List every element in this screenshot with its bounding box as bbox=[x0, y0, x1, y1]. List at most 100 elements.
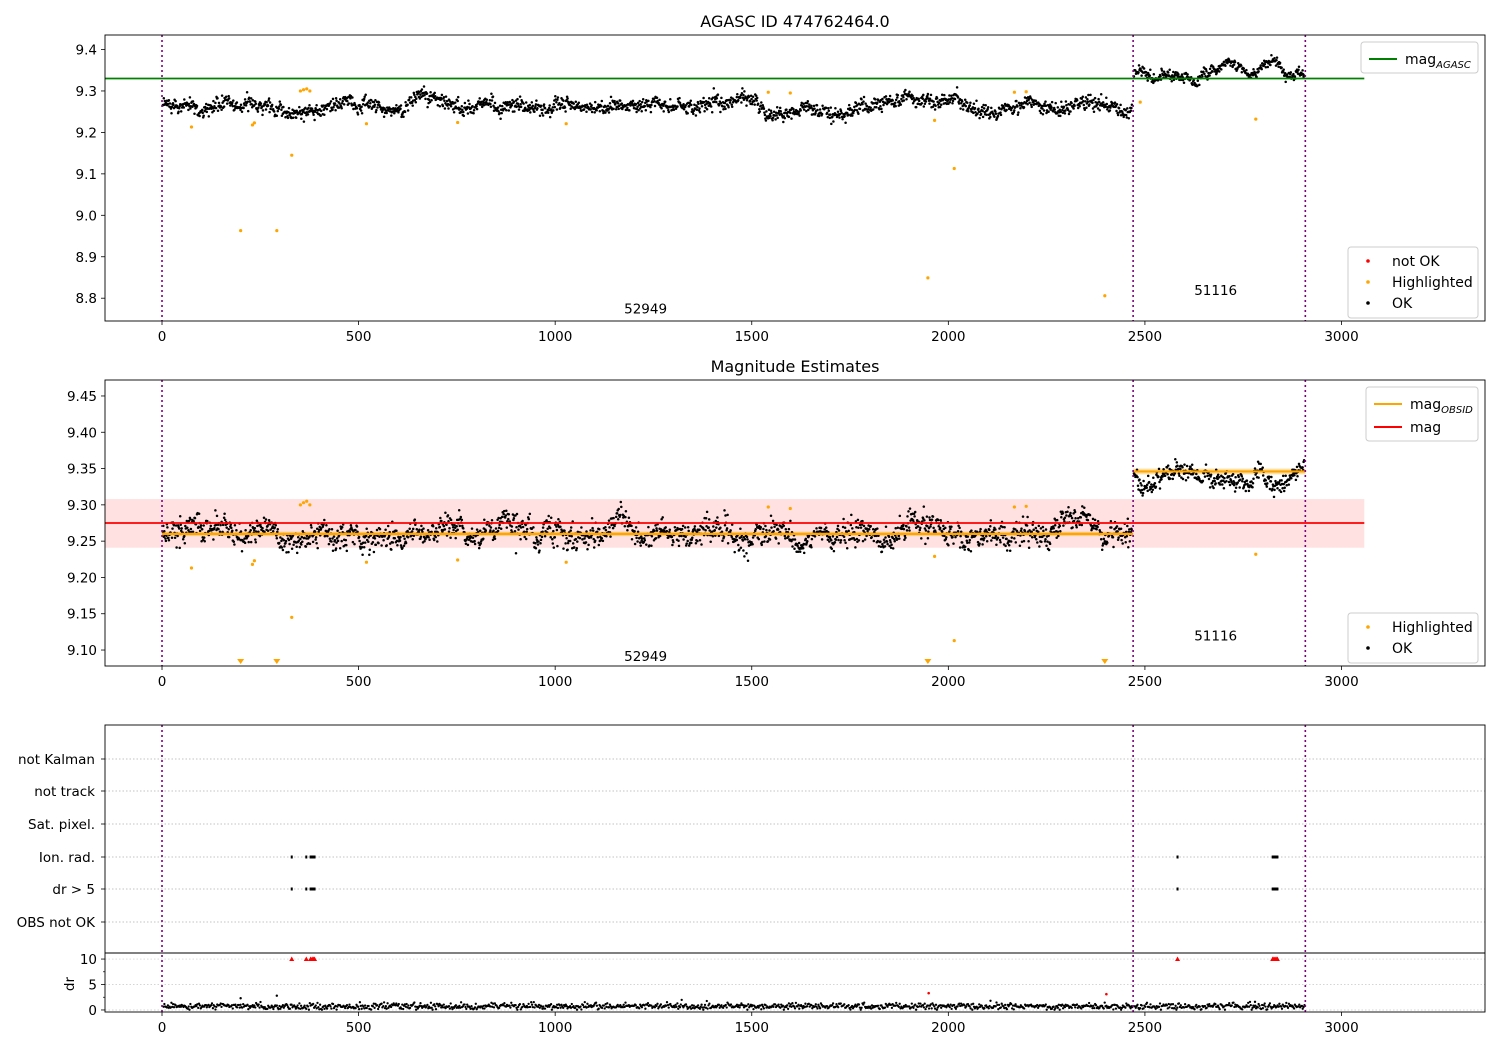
ok-point bbox=[264, 108, 268, 111]
ok-point bbox=[926, 536, 930, 540]
x-tick-label: 2000 bbox=[931, 674, 965, 690]
ok-point bbox=[456, 95, 460, 99]
flag-point bbox=[1275, 887, 1278, 891]
x-tick-label: 3000 bbox=[1324, 674, 1358, 690]
ok-point bbox=[1027, 540, 1030, 543]
ok-point bbox=[1026, 102, 1029, 106]
ok-point bbox=[937, 525, 940, 528]
dr-point bbox=[299, 1004, 303, 1007]
ok-point bbox=[193, 112, 196, 116]
ok-point bbox=[845, 111, 849, 115]
ok-point bbox=[1165, 466, 1169, 469]
ok-point bbox=[649, 110, 653, 114]
ok-point bbox=[267, 519, 271, 522]
ok-point bbox=[1202, 70, 1205, 74]
ok-point bbox=[888, 539, 892, 542]
ok-point bbox=[308, 535, 311, 538]
legend-label-subscript: OBSID bbox=[1441, 405, 1473, 416]
ok-point bbox=[606, 104, 610, 108]
ok-point bbox=[365, 538, 369, 542]
ok-point bbox=[591, 526, 594, 530]
ok-point bbox=[428, 538, 431, 542]
ok-point bbox=[1013, 109, 1016, 112]
ok-point bbox=[1073, 510, 1077, 514]
below-range-marker bbox=[924, 659, 932, 664]
ok-point bbox=[499, 117, 502, 121]
ok-point bbox=[1161, 475, 1164, 478]
ok-point bbox=[746, 538, 749, 541]
ok-point bbox=[212, 538, 215, 541]
ok-point bbox=[180, 527, 183, 530]
ok-point bbox=[1159, 75, 1162, 78]
ok-point bbox=[950, 525, 953, 528]
ok-point bbox=[747, 95, 751, 99]
ok-point bbox=[686, 539, 689, 543]
ok-point bbox=[412, 91, 416, 95]
ok-point bbox=[678, 101, 682, 104]
ok-point bbox=[430, 98, 433, 102]
ok-point bbox=[386, 524, 390, 528]
ok-point bbox=[733, 550, 736, 554]
ok-point bbox=[617, 107, 620, 111]
y-tick-label: 9.30 bbox=[67, 498, 97, 514]
ok-point bbox=[515, 105, 518, 109]
ok-point bbox=[467, 99, 470, 102]
ok-point bbox=[774, 118, 777, 121]
ok-point bbox=[481, 100, 485, 103]
ok-point bbox=[620, 505, 623, 509]
highlighted-point bbox=[456, 120, 460, 125]
dr-point bbox=[286, 1004, 289, 1007]
ok-point bbox=[948, 101, 952, 104]
ok-point bbox=[1078, 105, 1081, 108]
ok-point bbox=[256, 524, 259, 528]
ok-point bbox=[1251, 482, 1255, 485]
dr-point bbox=[269, 1006, 272, 1009]
ok-point bbox=[830, 122, 833, 126]
ok-point bbox=[819, 526, 823, 530]
ok-point bbox=[1099, 537, 1103, 541]
ok-point bbox=[667, 110, 671, 114]
ok-point bbox=[1039, 111, 1043, 115]
ok-point bbox=[827, 109, 831, 113]
ok-point bbox=[1244, 482, 1247, 486]
ok-point bbox=[403, 110, 407, 114]
ok-point bbox=[650, 534, 654, 538]
ok-point bbox=[958, 526, 961, 530]
ok-point bbox=[686, 525, 690, 529]
ok-point bbox=[331, 108, 334, 111]
ok-point bbox=[835, 535, 839, 539]
ok-point bbox=[655, 527, 658, 530]
dr-point bbox=[437, 1005, 440, 1008]
ok-point bbox=[702, 96, 705, 100]
ok-point bbox=[847, 103, 851, 107]
ok-point bbox=[934, 104, 937, 107]
ok-point bbox=[998, 527, 1001, 530]
ok-point bbox=[377, 101, 381, 104]
ok-point bbox=[225, 526, 228, 529]
ok-point bbox=[1053, 108, 1056, 111]
ok-point bbox=[1150, 483, 1153, 486]
ok-point bbox=[163, 530, 166, 533]
ok-point bbox=[1053, 523, 1057, 527]
ok-point bbox=[1080, 523, 1084, 527]
ok-point bbox=[198, 529, 202, 533]
ok-point bbox=[945, 536, 948, 539]
ok-point bbox=[956, 96, 960, 99]
ok-point bbox=[393, 111, 396, 115]
ok-point bbox=[1190, 463, 1194, 466]
ok-point bbox=[319, 527, 323, 530]
ok-point bbox=[590, 517, 594, 520]
ok-point bbox=[892, 537, 896, 541]
ok-point bbox=[882, 103, 885, 107]
ok-point bbox=[183, 542, 187, 545]
ok-point bbox=[978, 116, 981, 120]
ok-point bbox=[813, 107, 816, 111]
ok-point bbox=[709, 540, 712, 543]
flag-row-label: dr > 5 bbox=[52, 882, 95, 898]
ok-point bbox=[957, 524, 960, 528]
ok-point bbox=[793, 538, 797, 541]
highlighted-point bbox=[456, 558, 460, 562]
ok-point bbox=[517, 108, 521, 111]
ok-point bbox=[1126, 524, 1129, 528]
flag-point bbox=[1271, 855, 1274, 859]
